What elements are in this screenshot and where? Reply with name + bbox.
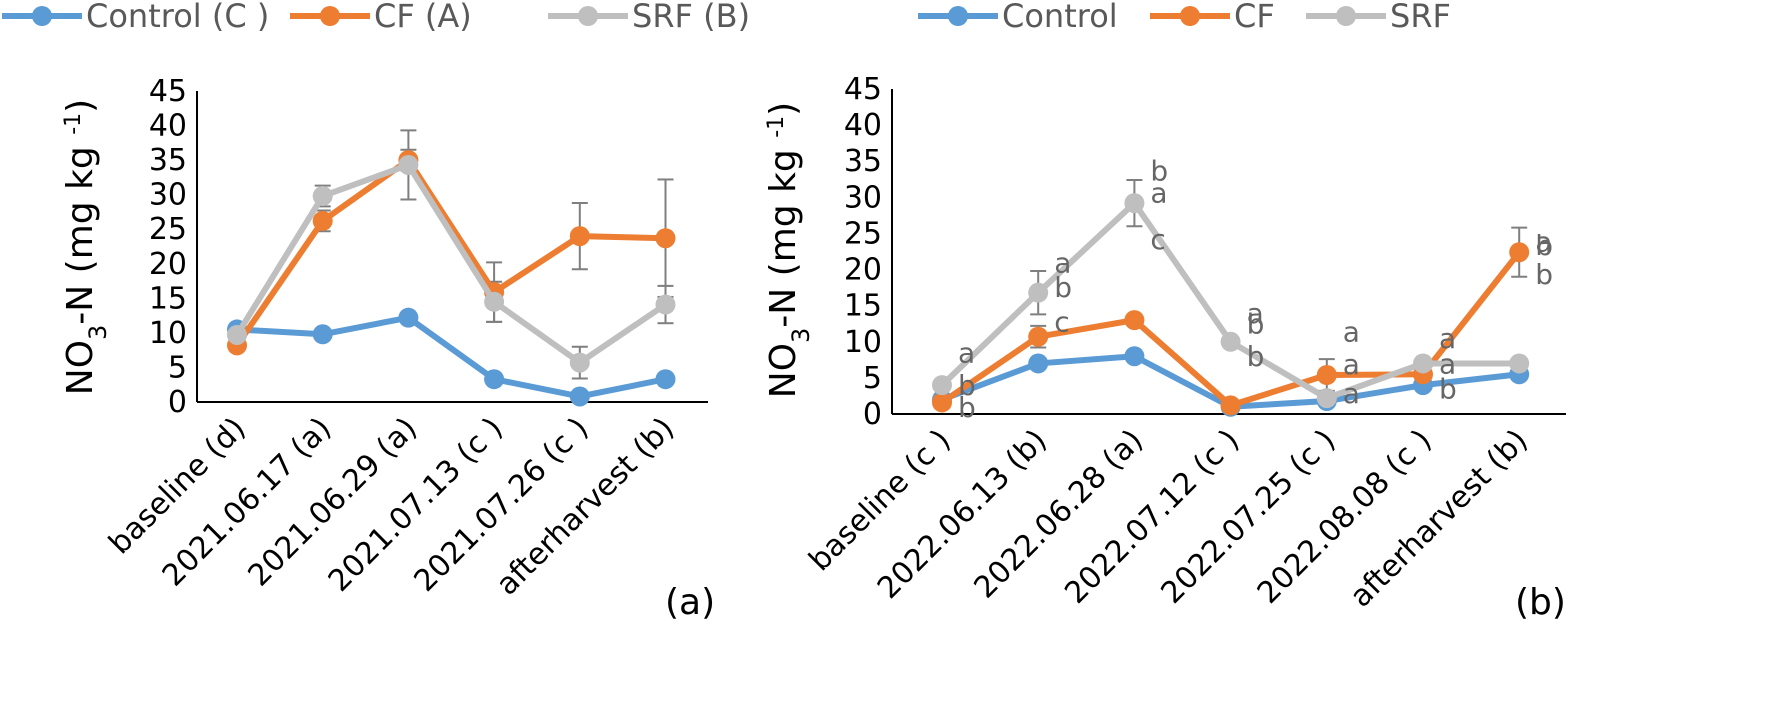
y-tick-label: 30 <box>844 180 882 215</box>
significance-letter: b <box>1439 373 1457 406</box>
data-point <box>569 386 590 407</box>
data-point <box>1509 242 1530 263</box>
x-tick-label: 2022.06.28 (a) <box>968 423 1151 606</box>
significance-letter: b <box>1535 258 1553 291</box>
significance-letter: b <box>958 391 976 424</box>
data-point <box>398 154 419 175</box>
significance-letter: a <box>958 337 975 370</box>
x-tick-label: 2022.08.08 (c ) <box>1251 423 1439 611</box>
y-tick-label: 25 <box>149 212 187 247</box>
y-tick-label: 35 <box>149 143 187 178</box>
significance-letter: a <box>1247 297 1264 330</box>
legend-label: CF <box>1234 0 1275 35</box>
significance-letter: b <box>958 369 976 402</box>
legend-marker <box>578 6 598 26</box>
legend-marker <box>32 6 52 26</box>
y-axis-title: NO3-N (mg kg -1) <box>763 102 815 398</box>
legend-label: Control <box>1002 0 1118 35</box>
data-point <box>1028 353 1049 374</box>
panel-label: (b) <box>1515 582 1566 623</box>
data-point <box>1124 193 1145 214</box>
x-tick-label: afterharvest (b) <box>1343 423 1534 614</box>
significance-letter: a <box>1439 347 1456 380</box>
y-tick-label: 0 <box>168 385 187 420</box>
y-tick-label: 45 <box>844 72 882 107</box>
data-point <box>1413 353 1433 374</box>
data-point <box>312 324 333 345</box>
series-line <box>234 157 666 348</box>
y-tick-label: 40 <box>844 108 882 143</box>
data-point <box>569 226 590 247</box>
x-tick-label: 2022.06.13 (b) <box>871 423 1054 606</box>
legend-label: SRF <box>1390 0 1451 35</box>
legend-marker <box>1336 6 1356 26</box>
data-point <box>569 352 590 373</box>
legend-label: Control (C ) <box>86 0 269 35</box>
y-tick-label: 5 <box>863 361 882 396</box>
significance-letter: a <box>1150 176 1167 209</box>
y-tick-label: 10 <box>844 325 882 360</box>
significance-letter: b <box>1247 308 1265 341</box>
x-tick-label: 2022.07.12 (c ) <box>1058 423 1246 611</box>
significance-letter: a <box>1343 377 1360 410</box>
data-point <box>1028 282 1049 303</box>
y-tick-label: 35 <box>844 144 882 179</box>
significance-letter: b <box>1247 340 1265 373</box>
y-tick-label: 15 <box>149 281 187 316</box>
series-line <box>236 314 667 400</box>
data-point <box>312 210 333 231</box>
significance-letter: b <box>1054 271 1072 304</box>
significance-letter: a <box>1054 246 1071 279</box>
data-point <box>1316 365 1337 385</box>
data-point <box>1509 353 1530 374</box>
data-point <box>1220 331 1241 352</box>
data-point <box>932 375 952 396</box>
x-tick-label: 2022.07.25 (c ) <box>1155 423 1343 611</box>
data-point <box>1028 326 1049 347</box>
data-point <box>398 307 419 328</box>
y-tick-label: 5 <box>168 350 187 385</box>
significance-letter: c <box>1054 306 1069 339</box>
data-point <box>484 291 505 312</box>
significance-letter: b <box>1150 155 1168 188</box>
series-line <box>234 161 668 366</box>
data-point <box>484 369 505 390</box>
data-point <box>655 294 676 315</box>
significance-letter: b <box>1535 229 1553 262</box>
data-point <box>1124 346 1145 367</box>
data-point <box>1220 395 1241 416</box>
legend-marker <box>1180 6 1200 26</box>
y-tick-label: 20 <box>149 247 187 282</box>
panel-label: (a) <box>665 582 715 623</box>
data-point <box>312 186 333 207</box>
y-tick-label: 0 <box>863 397 882 432</box>
data-point <box>655 369 676 390</box>
y-tick-label: 40 <box>149 109 187 144</box>
legend-label: SRF (B) <box>632 0 750 35</box>
y-tick-label: 20 <box>844 253 882 288</box>
legend-marker <box>948 6 968 26</box>
legend-marker <box>320 6 340 26</box>
y-tick-label: 45 <box>149 74 187 109</box>
data-point <box>227 324 247 345</box>
data-point <box>932 392 952 413</box>
data-point <box>1124 310 1145 331</box>
significance-letter: a <box>1343 316 1360 349</box>
significance-letter: a <box>1535 225 1552 258</box>
data-point <box>655 228 676 249</box>
y-tick-label: 30 <box>149 178 187 213</box>
significance-letter: a <box>1343 348 1360 381</box>
y-tick-label: 15 <box>844 289 882 324</box>
significance-letter: a <box>1439 322 1456 355</box>
data-point <box>1316 388 1337 409</box>
legend-label: CF (A) <box>374 0 472 35</box>
significance-letter: c <box>1150 223 1165 256</box>
y-tick-label: 10 <box>149 316 187 351</box>
y-axis-title: NO3-N (mg kg -1) <box>60 99 112 395</box>
y-tick-label: 25 <box>844 216 882 251</box>
